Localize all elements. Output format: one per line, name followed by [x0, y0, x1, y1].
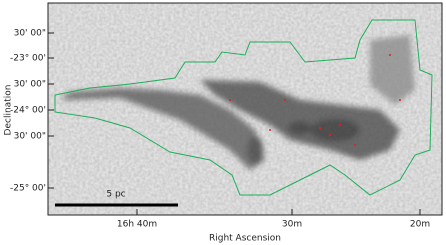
sky-image	[48, 3, 442, 215]
x-axis-label: Right Ascension	[209, 234, 281, 244]
y-tick-label: 30' 00"	[14, 132, 46, 142]
y-tick-label: -23° 00'	[10, 54, 46, 64]
y-tick-label: -24° 00'	[10, 106, 46, 116]
y-axis-label: Declination	[4, 85, 14, 136]
scale-bar-label: 5 pc	[106, 190, 125, 200]
x-tick-label: 30m	[282, 220, 302, 230]
y-tick-label: 30' 00"	[14, 80, 46, 90]
figure: 5 pc 30' 00" -23° 00' 30' 00" -24° 00' 30' 0…	[0, 0, 446, 245]
y-tick-label: 30' 00"	[14, 29, 46, 39]
x-tick-label: 20m	[410, 220, 430, 230]
y-tick-label: -25° 00'	[10, 184, 46, 194]
x-tick-label: 16h 40m	[117, 220, 157, 230]
